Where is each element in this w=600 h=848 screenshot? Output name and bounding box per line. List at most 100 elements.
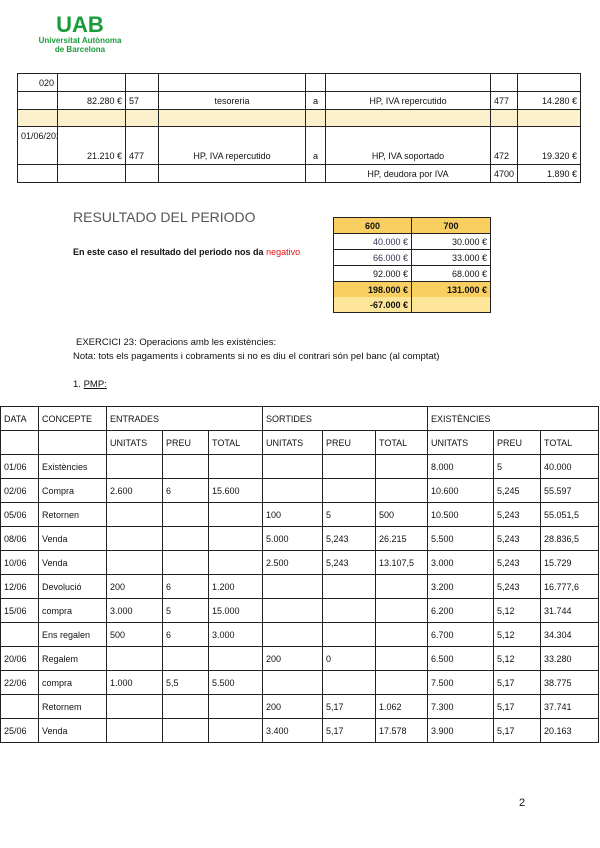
result-text: En este caso el resultado del periodo no…	[73, 247, 300, 257]
header-600: 600	[333, 217, 412, 234]
journal-cell: a	[305, 126, 326, 165]
table-row: 02/06 Compra 2.600 6 15.600 10.600 5,245 55.597	[0, 478, 600, 503]
table-cell	[208, 718, 263, 743]
journal-row: 82.280 €57 tesoreria a HP, IVA repercutido 4…	[17, 91, 581, 110]
table-cell: 34.304	[540, 622, 600, 647]
table-cell: 5,17	[493, 718, 542, 743]
table-cell	[208, 646, 263, 671]
journal-cell	[517, 73, 581, 92]
table-cell: 37.741	[540, 694, 600, 719]
table-cell	[0, 622, 39, 647]
table-cell: 200	[262, 694, 323, 719]
table-cell: 2.500	[262, 550, 323, 575]
subheader: TOTAL	[540, 430, 600, 455]
table-cell: 200	[262, 646, 323, 671]
table-cell: 10/06	[0, 550, 39, 575]
table-cell: 6	[162, 478, 209, 503]
journal-cell	[490, 73, 518, 92]
table-cell	[322, 670, 376, 695]
journal-cell	[325, 73, 491, 92]
table-cell: Venda	[38, 526, 107, 551]
table-cell: 3.400	[262, 718, 323, 743]
table-cell: 5,243	[322, 550, 376, 575]
exercise-title: EXERCICI 23: Operacions amb les existènc…	[76, 337, 277, 348]
journal-cell: 1.890 €	[517, 164, 581, 183]
table-cell: 5,243	[322, 526, 376, 551]
table-cell: 15.600	[208, 478, 263, 503]
table-cell: 3.000	[106, 598, 163, 623]
table-cell: 5,245	[493, 478, 542, 503]
table-cell: 5,243	[493, 550, 542, 575]
journal-cell	[158, 73, 306, 92]
journal-cell: 477	[125, 126, 159, 165]
table-cell: 26.215	[374, 526, 429, 551]
table-cell: 15.000	[208, 598, 263, 623]
table-cell	[374, 670, 429, 695]
journal-cell: 14.280 €	[517, 91, 581, 110]
table-cell: 5,12	[493, 598, 542, 623]
table-cell: 5,12	[493, 646, 542, 671]
journal-cell	[125, 109, 159, 127]
table-cell	[374, 622, 429, 647]
logo-name: UAB	[56, 12, 104, 37]
section-heading: 1. PMP:	[73, 379, 107, 390]
table-cell: 5,5	[162, 670, 209, 695]
table-cell: 5,17	[493, 670, 542, 695]
table-cell: 3.000	[427, 550, 495, 575]
table-cell	[208, 502, 263, 527]
cell: 33.000 €	[411, 249, 491, 266]
table-cell: Ens regalen	[38, 622, 107, 647]
table-cell	[322, 478, 376, 503]
table-cell	[162, 550, 209, 575]
table-cell	[262, 622, 323, 647]
journal-cell: 82.280 €	[57, 91, 126, 110]
page-number: 2	[519, 797, 526, 809]
table-cell	[106, 718, 163, 743]
journal-cell: 57	[125, 91, 159, 110]
table-cell: Devolució	[38, 574, 107, 599]
journal-cell	[305, 164, 326, 183]
result-title: RESULTADO DEL PERIODO	[73, 209, 256, 225]
journal-cell: 020	[17, 73, 58, 92]
table-cell	[162, 454, 209, 479]
table-cell: 6	[162, 622, 209, 647]
journal-cell: HP, IVA repercutido	[158, 126, 306, 165]
subheader: UNITATS	[427, 430, 495, 455]
table-cell	[322, 454, 376, 479]
table-cell	[374, 478, 429, 503]
table-cell	[322, 598, 376, 623]
journal-cell	[125, 73, 159, 92]
table-cell: 1.062	[374, 694, 429, 719]
table-cell: Retornem	[38, 694, 107, 719]
empty-cell	[0, 430, 39, 455]
difference: -67.000 €	[333, 297, 412, 313]
table-cell: 20/06	[0, 646, 39, 671]
table-cell	[106, 502, 163, 527]
journal-cell: a	[305, 91, 326, 110]
table-cell: 3.000	[208, 622, 263, 647]
table-cell: 31.744	[540, 598, 600, 623]
journal-cell	[57, 73, 126, 92]
table-cell: 16.777,6	[540, 574, 600, 599]
cell: 92.000 €	[333, 265, 412, 282]
table-cell: 15/06	[0, 598, 39, 623]
subheader: PREU	[322, 430, 376, 455]
table-cell	[262, 574, 323, 599]
table-cell: 5	[322, 502, 376, 527]
journal-cell	[158, 164, 306, 183]
journal-cell	[325, 109, 491, 127]
table-cell: 5	[493, 454, 542, 479]
logo-line2: de Barcelona	[54, 45, 106, 54]
header-700: 700	[411, 217, 491, 234]
table-cell: 12/06	[0, 574, 39, 599]
table-cell: Compra	[38, 478, 107, 503]
table-cell	[162, 646, 209, 671]
section-num: 1.	[73, 379, 84, 390]
table-cell: 3.200	[427, 574, 495, 599]
journal-row	[17, 109, 581, 127]
table-cell: 3.900	[427, 718, 495, 743]
table-row: Retornem 200 5,17 1.062 7.300 5,17 37.741	[0, 694, 600, 719]
journal-cell	[305, 109, 326, 127]
empty-cell	[38, 430, 107, 455]
